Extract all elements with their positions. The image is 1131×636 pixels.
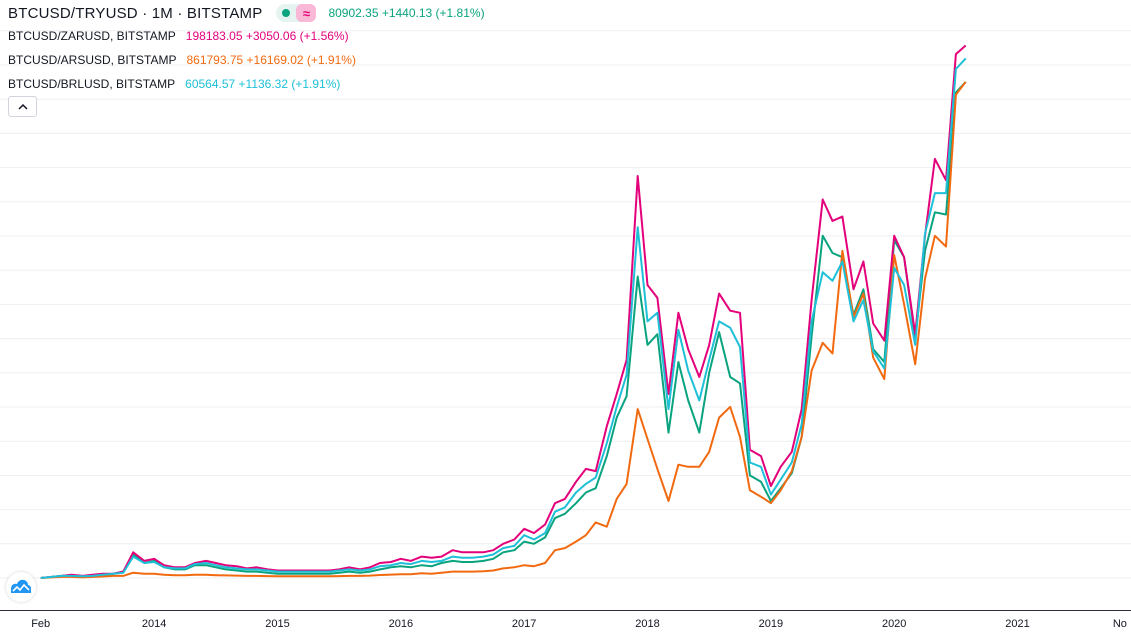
x-tick-label: No xyxy=(1112,618,1127,630)
time-axis-line xyxy=(0,610,1131,611)
series-line-3 xyxy=(40,57,967,579)
series-line-2 xyxy=(40,81,967,579)
legend: BTCUSD/TRYUSD · 1M · BITSTAMP ≈ 80902.35… xyxy=(8,2,485,96)
x-tick-label: 2021 xyxy=(1005,618,1030,630)
x-tick-label: 2016 xyxy=(388,618,414,630)
legend-row-brl[interactable]: BTCUSD/BRLUSD, BITSTAMP 60564.57 +1136.3… xyxy=(8,72,485,96)
legend-main-row[interactable]: BTCUSD/TRYUSD · 1M · BITSTAMP ≈ 80902.35… xyxy=(8,2,485,24)
x-tick-label: 2019 xyxy=(758,618,784,630)
x-tick-label: 2017 xyxy=(511,618,537,630)
legend-row-zar[interactable]: BTCUSD/ZARUSD, BITSTAMP 198183.05 +3050.… xyxy=(8,24,485,48)
legend-row-ars[interactable]: BTCUSD/ARSUSD, BITSTAMP 861793.75 +16169… xyxy=(8,48,485,72)
chevron-up-icon xyxy=(17,103,28,110)
legend-value-brl: 60564.57 +1136.32 (+1.91%) xyxy=(185,77,341,91)
x-tick-label: Feb xyxy=(31,618,51,630)
main-symbol-value: 80902.35 +1440.13 (+1.81%) xyxy=(328,6,485,20)
compare-wave-icon[interactable]: ≈ xyxy=(296,4,317,22)
legend-symbol-brl: BTCUSD/BRLUSD, BITSTAMP xyxy=(8,77,176,91)
x-tick-label: 2018 xyxy=(635,618,660,630)
legend-symbol-ars: BTCUSD/ARSUSD, BITSTAMP xyxy=(8,53,177,67)
series-line-0 xyxy=(40,81,967,579)
legend-symbol-zar: BTCUSD/ZARUSD, BITSTAMP xyxy=(8,29,176,43)
status-pill[interactable]: ≈ xyxy=(276,4,317,22)
x-tick-label: 2014 xyxy=(141,618,167,630)
series-line-1 xyxy=(40,44,967,579)
x-tick-label: 2015 xyxy=(265,618,290,630)
tradingview-logo-icon[interactable] xyxy=(6,572,36,602)
price-chart[interactable] xyxy=(0,0,1131,612)
chart-area[interactable] xyxy=(0,0,1131,612)
market-status-icon xyxy=(282,9,291,17)
legend-value-zar: 198183.05 +3050.06 (+1.56%) xyxy=(185,29,349,43)
x-tick-label: 2020 xyxy=(881,618,907,630)
main-symbol-label: BTCUSD/TRYUSD · 1M · BITSTAMP xyxy=(8,4,263,22)
collapse-legend-button[interactable] xyxy=(8,96,37,117)
legend-value-ars: 861793.75 +16169.02 (+1.91%) xyxy=(186,53,356,67)
